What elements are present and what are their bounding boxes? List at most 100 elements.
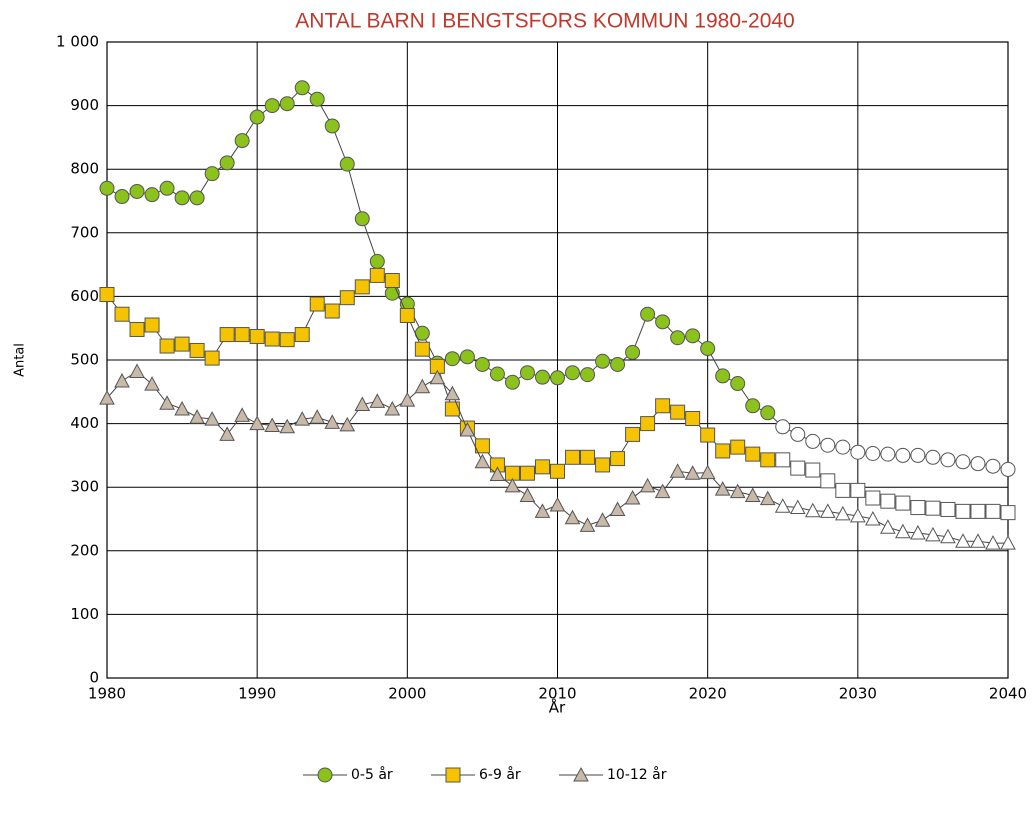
data-point <box>549 496 566 512</box>
data-point <box>985 503 1001 519</box>
data-point <box>159 180 175 196</box>
data-point <box>339 156 355 172</box>
data-point <box>189 409 205 424</box>
data-point <box>1000 535 1016 550</box>
data-point <box>730 439 746 455</box>
data-point <box>775 419 791 435</box>
data-point <box>264 98 280 114</box>
data-point <box>805 433 821 449</box>
data-point <box>309 409 326 424</box>
data-point <box>849 507 866 523</box>
data-point <box>729 483 746 499</box>
data-point <box>339 416 356 432</box>
data-point <box>940 452 956 468</box>
data-point <box>1000 505 1016 521</box>
legend-marker <box>317 767 333 783</box>
data-point <box>474 453 491 469</box>
data-point <box>760 452 776 468</box>
data-point <box>279 332 295 348</box>
data-point <box>309 91 325 107</box>
data-point <box>910 447 926 463</box>
data-point <box>369 253 385 269</box>
y-tick-label: 1 000 <box>56 33 99 51</box>
data-point <box>850 444 866 460</box>
y-tick-label: 400 <box>70 414 99 432</box>
data-point <box>655 398 671 414</box>
data-point <box>264 417 281 433</box>
data-point <box>895 447 911 463</box>
data-point <box>444 385 461 401</box>
data-point <box>910 524 926 540</box>
data-point <box>790 426 806 442</box>
data-point <box>354 279 370 295</box>
data-point <box>174 400 190 416</box>
data-point <box>564 509 581 525</box>
data-point <box>294 411 311 426</box>
data-point <box>219 155 235 171</box>
data-point <box>204 350 220 366</box>
legend-label: 0-5 år <box>351 766 393 783</box>
data-point <box>550 463 565 479</box>
data-point <box>594 512 611 527</box>
data-point <box>835 482 851 498</box>
data-point <box>819 503 836 518</box>
data-point <box>895 523 911 539</box>
y-tick-label: 100 <box>70 605 99 623</box>
data-point <box>865 490 881 506</box>
data-point <box>940 528 956 544</box>
y-tick-label: 900 <box>70 96 99 114</box>
data-point <box>699 464 716 480</box>
data-point <box>144 317 160 333</box>
data-point <box>565 365 581 381</box>
data-point <box>925 449 941 465</box>
data-point <box>249 109 265 125</box>
data-point <box>985 458 1001 474</box>
data-point <box>970 503 986 519</box>
data-point <box>414 341 430 357</box>
data-point <box>745 446 761 462</box>
data-point <box>580 449 596 465</box>
x-tick-label: 1980 <box>88 685 126 703</box>
data-point <box>384 400 401 416</box>
data-point <box>700 341 716 357</box>
data-point <box>609 501 626 516</box>
data-point <box>640 416 656 432</box>
data-point <box>444 351 460 367</box>
data-point <box>354 211 370 227</box>
data-point <box>610 451 626 467</box>
plot-border <box>106 41 1009 679</box>
data-point <box>339 290 355 306</box>
data-point <box>775 452 791 468</box>
y-tick-label: 700 <box>70 223 99 241</box>
data-point <box>834 505 851 521</box>
data-point <box>174 190 190 206</box>
data-point <box>519 487 536 502</box>
data-point <box>474 356 490 372</box>
data-point <box>234 407 250 422</box>
data-point <box>804 502 821 518</box>
y-tick-label: 200 <box>70 541 99 559</box>
x-tick-label: 2000 <box>388 685 426 703</box>
data-point <box>324 303 340 319</box>
data-point <box>940 501 956 517</box>
data-point <box>685 411 701 427</box>
data-point <box>444 401 460 417</box>
data-point <box>459 421 476 437</box>
data-point <box>114 306 130 322</box>
data-point <box>294 80 310 96</box>
data-point <box>309 296 325 312</box>
data-point <box>985 535 1001 550</box>
data-point <box>850 482 866 498</box>
data-point <box>354 396 371 412</box>
data-point <box>144 376 160 391</box>
data-point <box>384 273 400 288</box>
data-point <box>865 510 881 526</box>
data-point <box>384 285 400 301</box>
x-tick-label: 2020 <box>689 685 727 703</box>
data-point <box>685 328 701 344</box>
data-point <box>99 180 115 196</box>
data-point <box>625 426 641 442</box>
data-point <box>955 454 971 470</box>
x-axis-label: År <box>549 698 566 717</box>
data-point <box>369 393 386 408</box>
